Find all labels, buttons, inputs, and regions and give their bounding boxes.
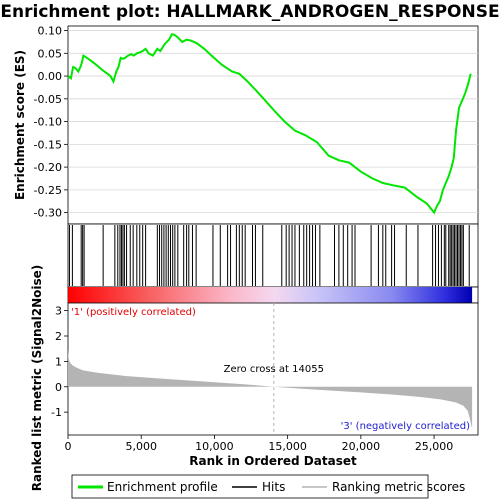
metric-panel-frame	[67, 302, 479, 436]
es-y-tick-label: -0.25	[34, 184, 62, 197]
metric-y-axis-label: Ranked list metric (Signal2Noise)	[30, 265, 44, 492]
es-y-tick-label: -0.10	[34, 116, 62, 129]
es-y-tick-label: 0.05	[38, 47, 63, 60]
x-tick-label: 15,000	[268, 440, 307, 453]
legend-enrichment-label: Enrichment profile	[107, 480, 218, 494]
enrichment-score-panel: 0.10 0.05 0.00 -0.05 -0.10 -0.15 -0.20 -0.25 -0.…	[13, 25, 479, 225]
negative-correlation-label: '3' (negatively correlated)	[341, 421, 470, 432]
zero-cross-annotation: Zero cross at 14055	[224, 364, 324, 375]
metric-y-tick-label: -1	[51, 406, 62, 419]
hit-markers	[68, 225, 470, 286]
es-y-tick-label: 0.10	[38, 25, 63, 38]
legend-metric-label: Ranking metric scores	[332, 480, 465, 494]
metric-y-tick-label: 3	[55, 305, 62, 318]
hits-panel-frame	[67, 223, 479, 288]
positive-correlation-label: '1' (positively correlated)	[71, 307, 196, 318]
metric-y-ticks: 3 2 1 0 -1	[51, 305, 68, 419]
es-y-axis-label: Enrichment score (ES)	[13, 50, 27, 200]
metric-y-tick-label: 2	[55, 330, 62, 343]
legend-hits-label: Hits	[262, 480, 285, 494]
x-tick-label: 25,000	[415, 440, 454, 453]
legend: Enrichment profile Hits Ranking metric s…	[71, 474, 465, 499]
ranking-color-gradient	[68, 287, 473, 303]
metric-y-tick-label: 0	[55, 381, 62, 394]
es-y-tick-label: -0.30	[34, 207, 62, 220]
es-y-tick-label: -0.15	[34, 138, 62, 151]
ranking-color-bar	[67, 286, 479, 304]
ranked-metric-panel: 3 2 1 0 -1 0 5,000 10,000 15,000 20,000 25,000 '1…	[30, 265, 479, 492]
es-y-tick-label: 0.00	[38, 70, 63, 83]
es-y-ticks: 0.10 0.05 0.00 -0.05 -0.10 -0.15 -0.20 -0.25 -0.…	[34, 25, 68, 220]
x-tick-label: 0	[65, 440, 72, 453]
hits-panel	[67, 223, 479, 288]
ranking-metric-area	[68, 348, 473, 429]
plot-title: Enrichment plot: HALLMARK_ANDROGEN_RESPO…	[0, 2, 499, 22]
es-y-tick-label: -0.20	[34, 161, 62, 174]
metric-x-ticks: 0 5,000 10,000 15,000 20,000 25,000	[65, 435, 454, 453]
x-tick-label: 10,000	[195, 440, 234, 453]
x-axis-label: Rank in Ordered Dataset	[189, 454, 357, 468]
es-y-tick-label: -0.05	[34, 93, 62, 106]
x-tick-label: 5,000	[125, 440, 157, 453]
metric-y-tick-label: 1	[55, 355, 62, 368]
enrichment-profile-line	[67, 33, 472, 215]
x-tick-label: 20,000	[342, 440, 381, 453]
